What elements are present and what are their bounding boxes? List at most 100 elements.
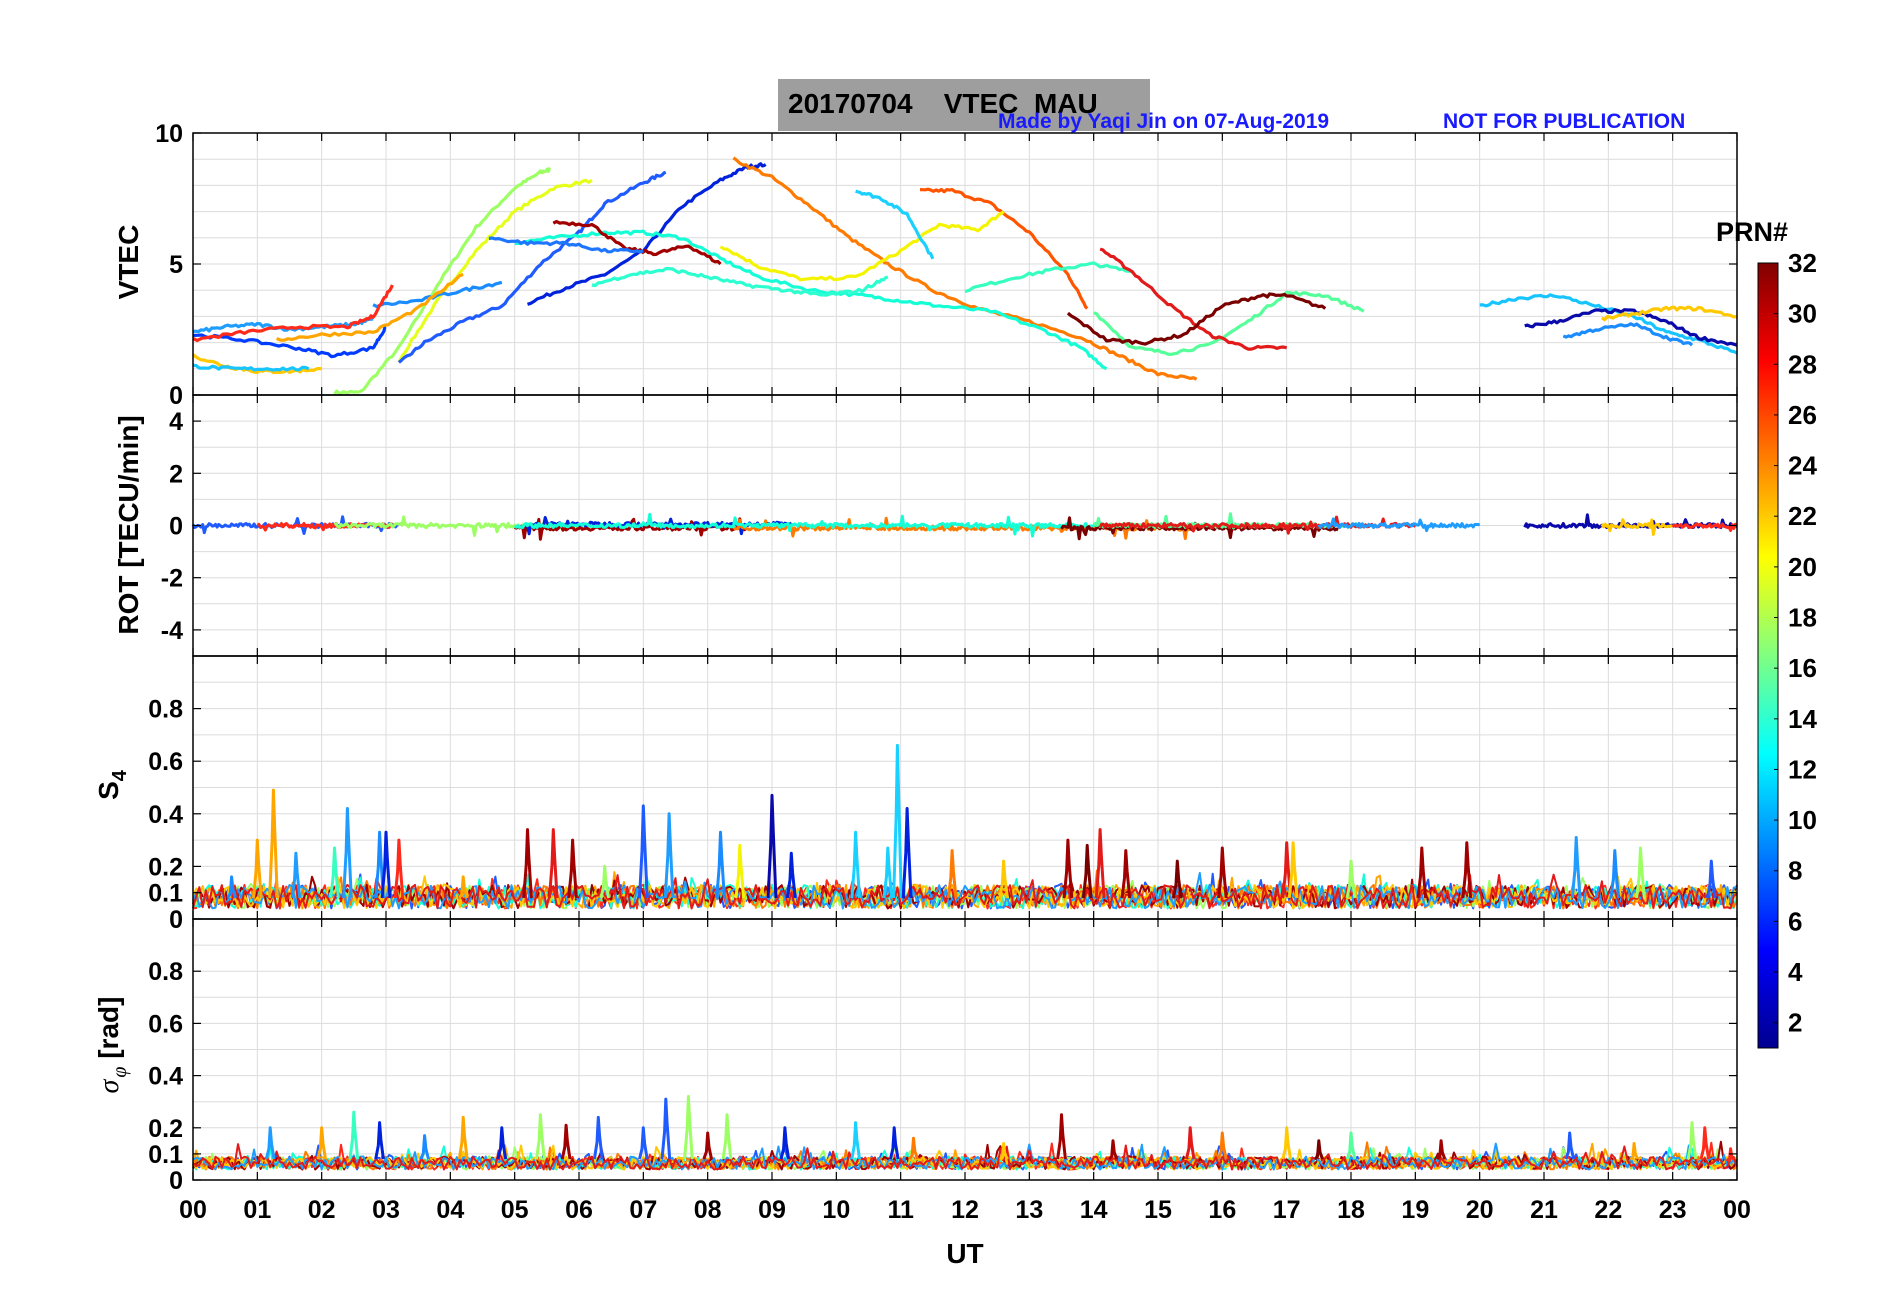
y-tick-label: 0.2 <box>148 853 183 881</box>
spike-line <box>850 1121 861 1160</box>
x-tick-label: 04 <box>436 1196 464 1224</box>
y-tick-label: 0.1 <box>148 880 183 908</box>
x-tick-label: 05 <box>501 1196 529 1224</box>
spike-line <box>1171 859 1183 899</box>
spike-line <box>1120 849 1132 899</box>
spike-line <box>457 1115 469 1160</box>
vtec-series-line <box>552 219 722 266</box>
x-tick-label: 06 <box>565 1196 593 1224</box>
y-tick-label: 4 <box>169 408 183 436</box>
x-tick-label: 01 <box>243 1196 271 1224</box>
vtec-series-line <box>192 325 387 359</box>
y-tick-label: 0 <box>169 513 183 541</box>
spike-line <box>419 1134 430 1160</box>
spike-line <box>374 1121 385 1160</box>
spike-line <box>850 830 861 899</box>
spike-line <box>535 1113 546 1160</box>
spike-line <box>547 828 559 899</box>
x-tick-label: 00 <box>179 1196 207 1224</box>
spike-line <box>1635 846 1646 899</box>
rot-series-line <box>513 512 1108 538</box>
x-tick-label: 03 <box>372 1196 400 1224</box>
y-tick-label: -2 <box>161 565 183 593</box>
rot-ylabel: ROT [TECU/min] <box>113 415 144 634</box>
colorbar-tick-label: 22 <box>1788 501 1817 531</box>
spike-line <box>264 1126 276 1160</box>
colorbar-tick-label: 24 <box>1788 451 1817 481</box>
vtec-series-line <box>397 170 667 364</box>
spike-line <box>1217 846 1228 899</box>
spike-line <box>734 843 746 899</box>
colorbar-tick-label: 4 <box>1788 957 1803 987</box>
vtec-series-line <box>372 280 503 309</box>
colorbar-tick-label: 10 <box>1788 805 1817 835</box>
vtec-series-line <box>333 167 552 395</box>
spike-line <box>721 1113 733 1160</box>
spike-line <box>702 1131 713 1160</box>
x-tick-label: 09 <box>758 1196 786 1224</box>
colorbar-tick-label: 16 <box>1788 653 1817 683</box>
credit-text: Made by Yaqi Jin on 07-Aug-2019 <box>998 110 1330 133</box>
s4-panel: 00.10.2 0.4 0.6 0.8 <box>148 655 1738 934</box>
y-tick-label: 0.6 <box>148 748 183 776</box>
x-tick-label: 23 <box>1659 1196 1687 1224</box>
spike-line <box>1094 828 1106 899</box>
colorbar-tick-label: 28 <box>1788 349 1817 379</box>
y-tick-label: -4 <box>161 617 183 645</box>
x-tick-label: 18 <box>1337 1196 1365 1224</box>
x-tick-label: 21 <box>1530 1196 1558 1224</box>
y-tick-label: 10 <box>155 120 183 148</box>
colorbar-tick-label: 32 <box>1788 248 1817 278</box>
vtec-series-line <box>1524 308 1738 347</box>
spike-line <box>882 846 894 899</box>
x-tick-labels: 00 01 02 03 04 05 06 07 08 09 10 11 12 13 14 15 16 17 18 19… <box>179 1196 1751 1224</box>
spike-line <box>1629 1142 1640 1161</box>
vtec-series-line <box>192 363 310 372</box>
spike-line <box>380 830 392 899</box>
spike-line <box>1564 1131 1576 1160</box>
x-tick-label: 17 <box>1273 1196 1301 1224</box>
spike-line <box>268 788 279 899</box>
vtec-series-line <box>1093 290 1365 356</box>
x-tick-label: 11 <box>887 1196 914 1224</box>
colorbar-tick-label: 20 <box>1788 552 1817 582</box>
spike-line <box>1686 1121 1698 1160</box>
spike-line <box>226 875 237 899</box>
spike-line <box>888 1126 900 1160</box>
spike-line <box>1705 859 1717 899</box>
x-tick-label: 13 <box>1015 1196 1043 1224</box>
rot-series-line <box>1671 522 1738 532</box>
spike-line <box>1725 1147 1735 1163</box>
spike-line <box>567 838 578 899</box>
colorbar-tick-label: 14 <box>1788 704 1817 734</box>
spike-line <box>663 812 675 899</box>
spike-line <box>599 864 611 899</box>
spike-line <box>1062 838 1074 899</box>
spike-line <box>1281 1126 1292 1160</box>
title-box <box>778 79 1150 131</box>
y-tick-label: 0.8 <box>148 958 183 986</box>
rot-series-line <box>1317 517 1481 533</box>
spike-line <box>1217 1131 1228 1160</box>
spike-line <box>1281 841 1292 899</box>
spike-line <box>946 849 958 899</box>
spike-line <box>638 1126 649 1160</box>
spike-line <box>779 1126 791 1160</box>
vtec-ylabel: VTEC <box>113 225 144 300</box>
spike-line <box>683 1095 694 1160</box>
vtec-series-line <box>275 272 464 342</box>
colorbar-tick-label: 6 <box>1788 906 1802 936</box>
vtec-series-line <box>1601 305 1738 322</box>
rot-series-line <box>1600 518 1674 536</box>
spike-line <box>638 804 649 899</box>
x-axis-label: UT <box>946 1238 983 1269</box>
vtec-series-line <box>488 236 644 254</box>
y-tick-label: 0.1 <box>148 1141 183 1169</box>
x-tick-label: 19 <box>1401 1196 1429 1224</box>
vtec-series-line <box>964 261 1133 294</box>
title-date: 20170704 <box>788 88 913 119</box>
spike-line <box>1345 859 1357 899</box>
y-tick-label: 0.8 <box>148 696 183 724</box>
